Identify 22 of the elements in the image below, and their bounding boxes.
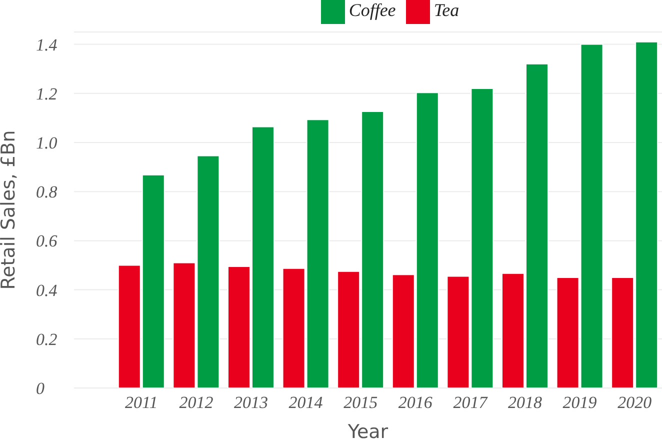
x-tick-label: 2012 — [179, 393, 214, 412]
y-tick-label: 0.4 — [36, 280, 58, 300]
x-tick-label: 2016 — [398, 393, 433, 412]
x-tick-label: 2013 — [234, 393, 268, 412]
y-tick-label: 1.0 — [36, 134, 58, 153]
x-tick-label: 2017 — [453, 393, 489, 412]
y-tick-label: 0.6 — [36, 232, 58, 251]
x-axis-title: Year — [346, 421, 388, 443]
legend-label: Tea — [434, 0, 460, 20]
x-tick-label: 2015 — [344, 393, 378, 412]
x-tick-label: 2020 — [618, 393, 652, 412]
y-tick-label: 0.2 — [36, 330, 58, 349]
x-tick-label: 2014 — [288, 393, 324, 412]
y-axis-title: Retail Sales, £Bn — [0, 130, 20, 290]
x-tick-label: 2018 — [508, 393, 542, 412]
x-tick-label: 2019 — [562, 393, 598, 412]
y-tick-label: 1.2 — [36, 84, 58, 104]
y-tick-label: 1.4 — [36, 35, 58, 54]
x-tick-label: 2011 — [125, 393, 158, 412]
y-tick-label: 0 — [36, 379, 45, 398]
y-tick-label: 0.8 — [36, 182, 58, 202]
legend-label: Coffee — [348, 0, 396, 20]
